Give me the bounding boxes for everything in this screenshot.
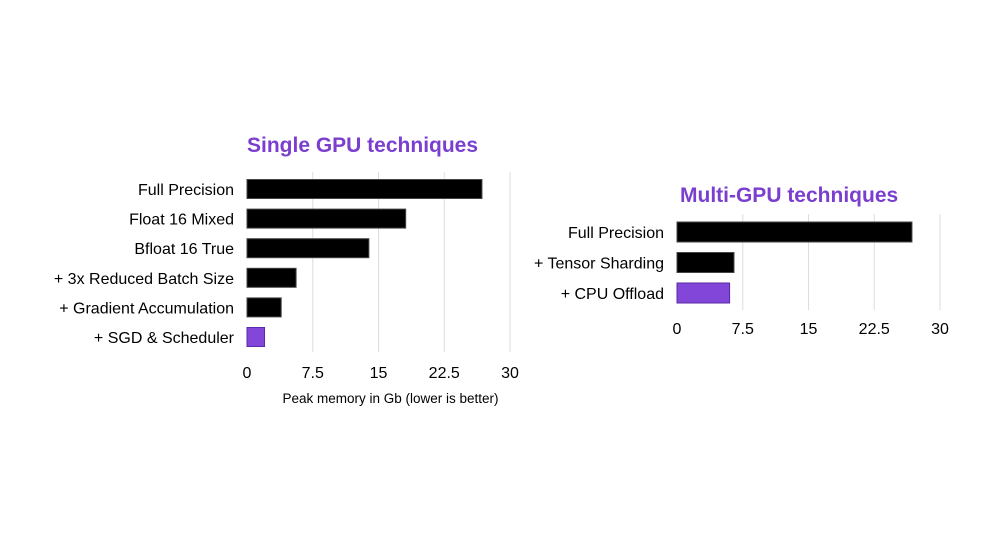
category-label: + 3x Reduced Batch Size [54, 271, 234, 288]
bar [246, 179, 483, 199]
chart-2: Multi-GPU techniques Full Precision + Tens… [534, 184, 949, 338]
chart-title: Multi-GPU techniques [680, 184, 898, 207]
category-label: + CPU Offload [561, 286, 664, 303]
x-tick-label: 22.5 [859, 321, 890, 338]
x-tick-label: 15 [370, 365, 388, 382]
bar [676, 221, 913, 243]
bar [676, 252, 735, 273]
bar [246, 267, 297, 288]
bar [246, 238, 370, 259]
x-tick-label: 15 [800, 321, 818, 338]
x-tick-label: 7.5 [302, 365, 324, 382]
category-label: + Tensor Sharding [534, 256, 664, 273]
x-tick-label: 30 [501, 365, 519, 382]
category-label: Full Precision [568, 225, 664, 242]
category-label: Float 16 Mixed [129, 212, 234, 229]
x-tick-label: 30 [931, 321, 949, 338]
category-label: Bfloat 16 True [134, 241, 234, 258]
x-axis-title: Peak memory in Gb (lower is better) [282, 391, 498, 406]
bar [246, 327, 266, 347]
bar [246, 208, 407, 229]
bar [246, 297, 282, 318]
category-label: Full Precision [138, 182, 234, 199]
x-tick-label: 0 [243, 365, 252, 382]
x-tick-label: 0 [673, 321, 682, 338]
category-label: + Gradient Accumulation [59, 300, 234, 317]
x-tick-label: 22.5 [429, 365, 460, 382]
x-tick-label: 7.5 [732, 321, 754, 338]
category-label: + SGD & Scheduler [94, 330, 235, 347]
chart-title: Single GPU techniques [247, 134, 478, 157]
chart-1: Single GPU techniques Full Precision Float… [54, 134, 519, 406]
bar [676, 282, 731, 304]
